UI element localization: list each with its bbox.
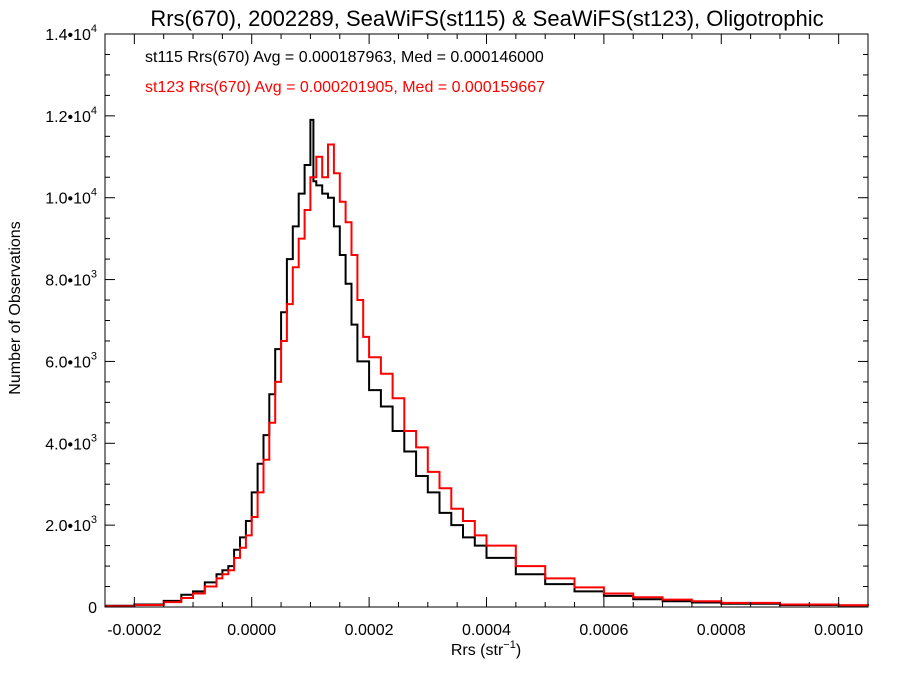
y-tick-label: 1.2•104: [45, 105, 97, 126]
x-tick-label: -0.0002: [107, 622, 161, 639]
y-tick-label: 6.0•103: [45, 350, 97, 371]
x-tick-label: 0.0000: [227, 622, 276, 639]
x-axis-label-close: ): [516, 642, 521, 659]
y-tick-label: 1.0•104: [45, 187, 97, 208]
plot-area: -0.0002 0.0000 0.0002 0.0004 0.0006 0.0008 0.0…: [45, 23, 869, 639]
y-tick-label: 1.4•104: [45, 23, 97, 44]
x-tick-label: 0.0006: [579, 622, 628, 639]
x-axis-label-main: Rrs (str: [451, 642, 504, 659]
chart-title: Rrs(670), 2002289, SeaWiFS(st115) & SeaW…: [150, 6, 823, 31]
x-tick-label: 0.0008: [697, 622, 746, 639]
y-tick-label: 8.0•103: [45, 269, 97, 290]
legend-entry-red: st123 Rrs(670) Avg = 0.000201905, Med = …: [145, 79, 545, 96]
plot-frame: [104, 33, 869, 608]
x-tick-label: 0.0002: [345, 622, 394, 639]
y-axis-label: Number of Observations: [7, 221, 24, 394]
legend-entry-black: st115 Rrs(670) Avg = 0.000187963, Med = …: [145, 49, 544, 66]
x-axis-label-exponent: −1: [503, 639, 516, 651]
x-axis-label: Rrs (str−1): [451, 639, 521, 659]
y-tick-label: 0: [88, 600, 97, 617]
x-tick-label: 0.0004: [462, 622, 511, 639]
y-tick-label: 4.0•103: [45, 432, 97, 453]
series-line-1: [105, 143, 869, 608]
x-tick-label: 0.0010: [814, 622, 863, 639]
y-tick-label: 2.0•103: [45, 514, 97, 535]
series-line-0: [105, 118, 869, 607]
